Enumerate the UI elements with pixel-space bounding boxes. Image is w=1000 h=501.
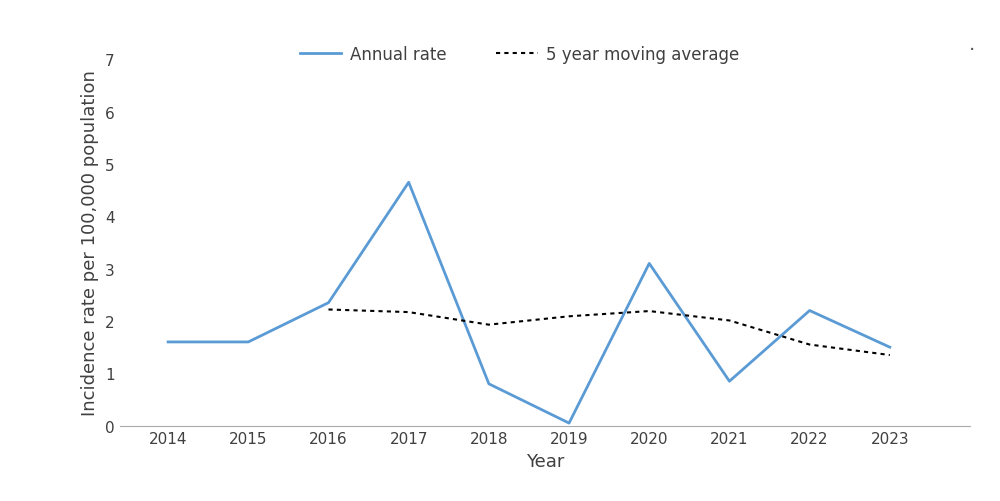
Legend: Annual rate, 5 year moving average: Annual rate, 5 year moving average xyxy=(293,39,746,71)
Annual rate xyxy=(884,345,896,351)
Line: 5 year moving average: 5 year moving average xyxy=(328,310,890,355)
Annual rate xyxy=(804,308,816,314)
5 year moving average xyxy=(723,318,735,324)
Annual rate xyxy=(723,378,735,384)
5 year moving average xyxy=(563,314,575,320)
Annual rate xyxy=(403,180,415,186)
Annual rate xyxy=(563,420,575,426)
Annual rate xyxy=(162,339,174,345)
Annual rate xyxy=(242,339,254,345)
5 year moving average xyxy=(804,342,816,348)
X-axis label: Year: Year xyxy=(526,452,564,470)
5 year moving average xyxy=(643,309,655,315)
Annual rate xyxy=(322,300,334,306)
5 year moving average xyxy=(884,352,896,358)
5 year moving average xyxy=(403,310,415,316)
Text: .: . xyxy=(969,35,975,54)
Annual rate xyxy=(643,261,655,267)
Y-axis label: Incidence rate per 100,000 population: Incidence rate per 100,000 population xyxy=(81,71,99,415)
5 year moving average xyxy=(483,322,495,328)
Annual rate xyxy=(483,381,495,387)
Line: Annual rate: Annual rate xyxy=(168,183,890,423)
5 year moving average xyxy=(322,307,334,313)
